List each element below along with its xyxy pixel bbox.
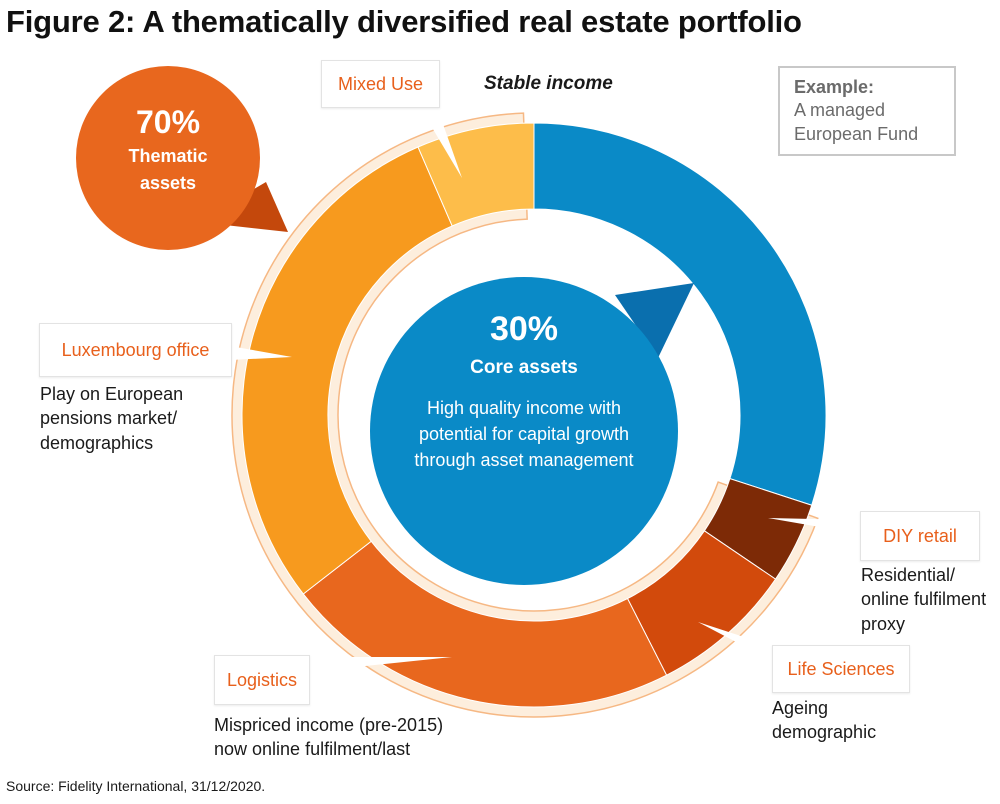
label-life-sciences: Life Sciences — [772, 645, 910, 693]
slice-core-assets — [533, 122, 827, 506]
leader-diy — [768, 518, 860, 534]
description-luxembourg: Play on European pensions market/ demogr… — [40, 382, 183, 455]
thematic-name-line-1: Thematic — [128, 146, 208, 166]
leader-life — [698, 622, 790, 664]
core-callout: 30% Core assets High quality income with… — [375, 276, 673, 586]
description-line: proxy — [861, 613, 906, 634]
thematic-percentage: 70% — [135, 104, 201, 140]
description-line: Mispriced income (pre-2015) — [214, 715, 444, 735]
description-line: demographic — [772, 722, 877, 743]
core-description-line-1: High quality income with — [426, 398, 622, 418]
leader-logistics — [308, 657, 452, 672]
leader-lines — [230, 104, 860, 672]
description-line: Play on European — [40, 384, 184, 404]
slice-logistics — [302, 540, 668, 708]
example-line-2: European Fund — [794, 123, 919, 144]
slice-luxembourg-office — [241, 146, 453, 595]
thematic-name-line-2: assets — [139, 172, 197, 193]
thematic-assets-circle — [76, 66, 260, 250]
example-line-1: A managed — [794, 100, 886, 121]
description-line: Ageing — [772, 698, 829, 718]
donut-slices — [241, 122, 827, 708]
leader-luxembourg — [230, 346, 292, 360]
stable-income-label: Stable income — [484, 73, 613, 94]
description-life-sciences: Ageing demographic — [772, 696, 876, 745]
label-luxembourg-office: Luxembourg office — [39, 323, 232, 377]
description-diy: Residential/ online fulfilment proxy — [861, 563, 986, 636]
label-mixed-use: Mixed Use — [321, 60, 440, 108]
description-logistics: Mispriced income (pre-2015) now online f… — [214, 713, 443, 762]
source-note: Source: Fidelity International, 31/12/20… — [6, 778, 266, 794]
label-diy-retail: DIY retail — [860, 511, 980, 561]
thematic-callout: 70% Thematic assets — [78, 82, 258, 232]
description-line: online fulfilment — [861, 589, 987, 610]
core-assets-circle — [370, 277, 678, 585]
example-heading: Example: — [794, 77, 875, 97]
description-line: demographics — [40, 432, 154, 453]
description-line: Residential/ — [861, 565, 956, 585]
example-box: Example: A managed European Fund — [778, 66, 956, 156]
description-line: pensions market/ — [40, 408, 178, 429]
chart-title: Figure 2: A thematically diversified rea… — [6, 4, 802, 39]
core-callout-pointer — [615, 283, 694, 358]
label-logistics: Logistics — [214, 655, 310, 705]
core-name: Core assets — [470, 357, 578, 378]
core-description-line-3: through asset management — [414, 450, 634, 471]
core-percentage: 30% — [489, 310, 559, 348]
description-line: now online fulfilment/last — [214, 739, 411, 760]
leader-mixed-use — [418, 104, 462, 178]
core-description-line-2: potential for capital growth — [418, 424, 630, 445]
